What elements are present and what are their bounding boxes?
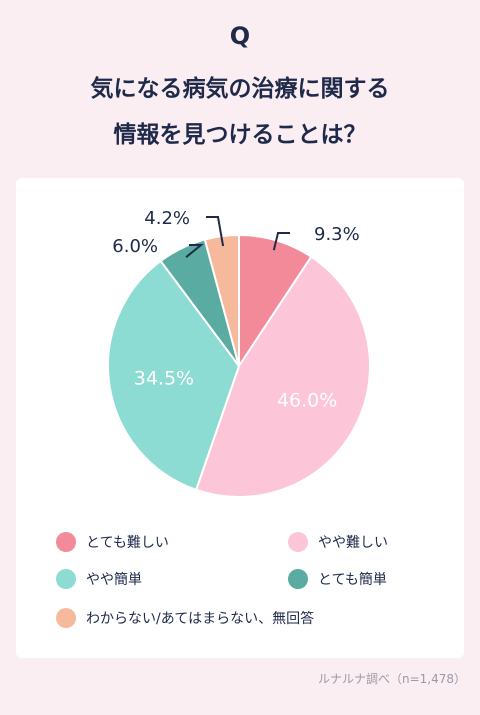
legend-item-very-difficult: とても難しい xyxy=(56,532,169,552)
data-label-very-easy: 6.0% xyxy=(112,236,158,257)
legend-item-no-answer: わからない/あてはまらない、無回答 xyxy=(56,608,314,628)
chart-card: 9.3% 46.0% 34.5% 6.0% 4.2% とても難しい やや難しい やや簡単… xyxy=(16,178,464,658)
pie-chart: 9.3% 46.0% 34.5% 6.0% 4.2% xyxy=(107,208,371,498)
legend-label: わからない/あてはまらない、無回答 xyxy=(86,611,315,627)
legend-item-very-easy: とても簡単 xyxy=(288,569,387,589)
leader-line-very-easy xyxy=(185,244,204,258)
legend-swatch xyxy=(56,569,76,589)
data-label-no-answer: 4.2% xyxy=(144,208,190,229)
legend-label: とても難しい xyxy=(86,535,169,551)
leader-line-no-answer xyxy=(206,216,225,247)
data-label-somewhat-easy: 34.5% xyxy=(134,368,194,390)
legend-swatch xyxy=(288,569,308,589)
legend-swatch xyxy=(288,532,308,552)
pie-slice-somewhat-difficult xyxy=(194,255,371,498)
leader-line-very-difficult xyxy=(272,232,290,251)
title-line-2: 情報を見つけることは？ xyxy=(113,122,367,148)
legend-swatch xyxy=(56,608,76,628)
legend-item-somewhat-easy: やや簡単 xyxy=(56,569,142,589)
source-note: ルナルナ調べ（n=1,478） xyxy=(317,672,466,686)
legend-swatch xyxy=(56,532,76,552)
page-title: 気になる病気の治療に関する 情報を見つけることは？ xyxy=(0,66,480,158)
data-label-somewhat-difficult: 46.0% xyxy=(277,390,337,412)
title-line-1: 気になる病気の治療に関する xyxy=(90,76,390,102)
legend-item-somewhat-difficult: やや難しい xyxy=(288,532,388,552)
pie-slice-somewhat-easy xyxy=(107,259,241,492)
legend-label: やや簡単 xyxy=(86,572,142,588)
legend-label: とても簡単 xyxy=(318,572,387,588)
question-mark-label: Q xyxy=(229,22,251,50)
data-label-very-difficult: 9.3% xyxy=(314,224,360,245)
legend-label: やや難しい xyxy=(318,535,388,551)
